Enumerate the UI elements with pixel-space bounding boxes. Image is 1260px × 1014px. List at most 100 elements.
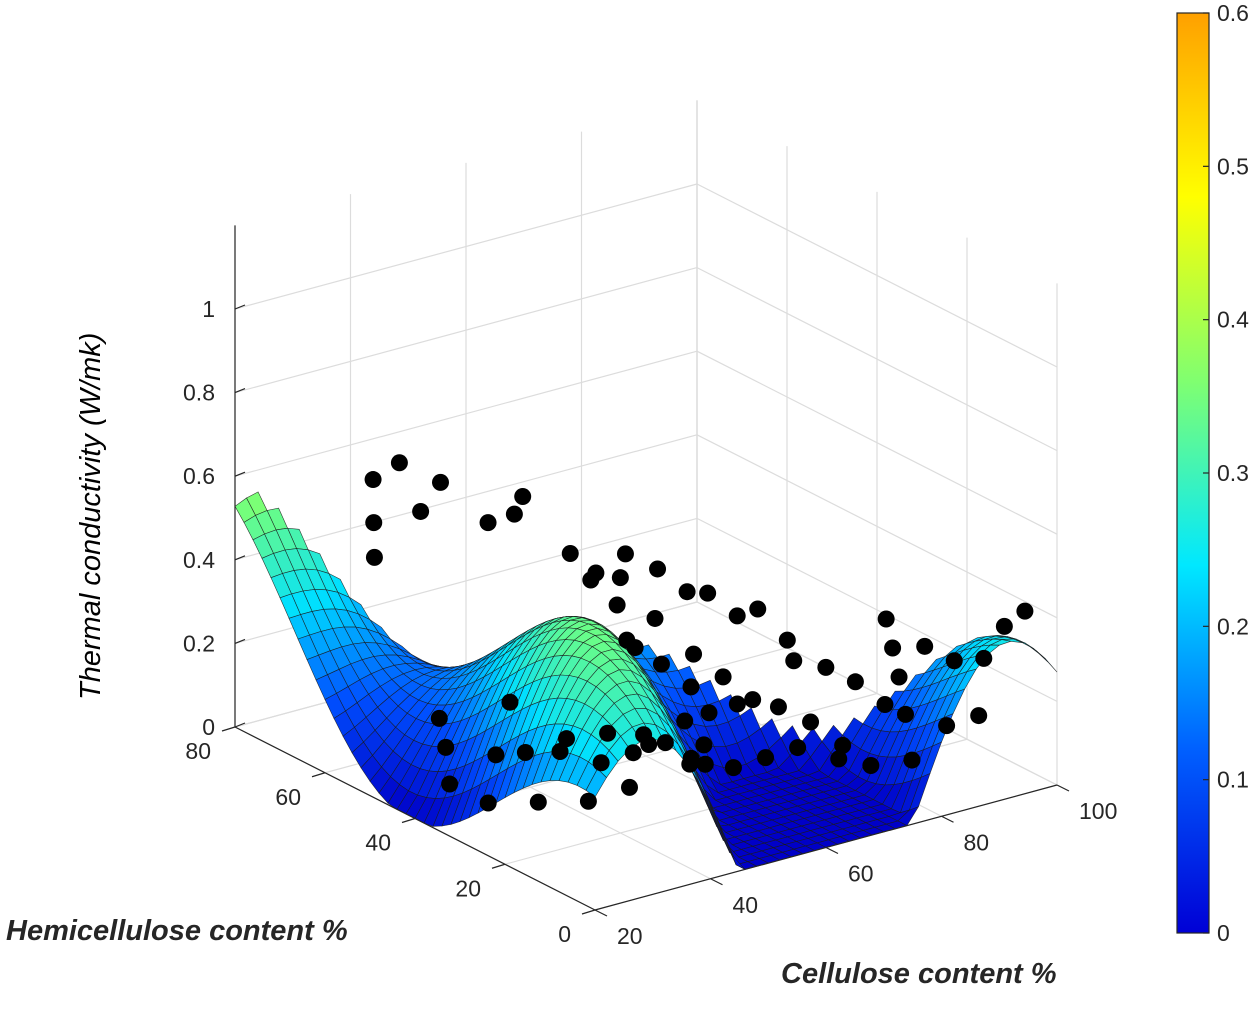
scatter-point (757, 749, 775, 767)
x-axis-ticks: 20 40 60 80 100 (594, 784, 1117, 949)
scatter-point (616, 545, 634, 563)
scatter-point (437, 738, 455, 756)
scatter-point (695, 736, 713, 754)
scatter-point (364, 471, 382, 489)
y-tick-label: 80 (185, 738, 211, 764)
scatter-point (938, 717, 956, 735)
scatter-point (682, 749, 700, 767)
scatter-point (561, 544, 579, 562)
scatter-point (846, 673, 864, 691)
axis-lines (234, 225, 1058, 911)
scatter-point (514, 488, 532, 505)
scatter-point (778, 631, 796, 649)
scatter-point (479, 514, 497, 532)
scatter-point (608, 596, 626, 614)
scatter-point (975, 649, 993, 667)
scatter-point (916, 637, 934, 655)
scatter-point (862, 757, 880, 775)
z-tick-label: 1 (202, 296, 215, 322)
wall-gridline (696, 601, 1058, 786)
z-tick-label: 0.8 (183, 380, 215, 406)
z-tick-label: 0.4 (183, 547, 215, 573)
x-tick-mark (1056, 784, 1070, 792)
colorbar-tick-label: 0.1 (1217, 767, 1249, 793)
x-tick-label: 20 (617, 923, 643, 949)
scatter-point (876, 696, 894, 714)
z-axis-ticks: 0 0.2 0.4 0.6 0.8 1 (183, 296, 246, 740)
scatter-point (995, 617, 1013, 635)
scatter-point (678, 583, 696, 601)
scatter-point (728, 695, 746, 713)
y-tick-mark (401, 817, 416, 824)
scatter-point (970, 707, 988, 725)
scatter-point (618, 631, 636, 649)
scatter-point (551, 742, 569, 760)
axes-grid (234, 100, 1058, 911)
colorbar-tick-label: 0.4 (1217, 307, 1249, 333)
x-tick-label: 40 (733, 892, 759, 918)
scatter-point (587, 564, 605, 582)
scatter-point (696, 755, 714, 773)
scatter-point (769, 698, 787, 716)
scatter-point (744, 691, 762, 709)
scatter-point (1016, 602, 1034, 620)
scatter-point (789, 739, 807, 757)
scatter-point (487, 746, 505, 764)
y-tick-mark (581, 909, 596, 915)
scatter-point (479, 794, 497, 812)
x-tick-mark (825, 846, 839, 855)
scatter-point (412, 502, 430, 520)
wall-gridline (234, 183, 698, 310)
x-tick-mark (594, 909, 608, 917)
scatter-point (699, 584, 717, 602)
z-tick-mark (234, 304, 246, 310)
scatter-point (724, 759, 742, 777)
x-tick-mark (941, 815, 954, 823)
scatter-point (652, 655, 670, 673)
wall-gridline (696, 434, 1058, 619)
colorbar-tick-label: 0.3 (1217, 460, 1249, 486)
scatter-point (432, 473, 449, 491)
wall-gridline (696, 183, 1058, 368)
scatter-point (621, 778, 638, 796)
z-tick-mark (234, 722, 246, 728)
y-axis-label: Hemicellulose content % (6, 915, 348, 947)
scatter-point (624, 744, 642, 762)
scatter-point (611, 569, 629, 587)
scatter-point (785, 652, 803, 670)
colorbar-ticks: 0 0.1 0.2 0.3 0.4 0.5 0.6 (1203, 0, 1249, 946)
scatter-point (592, 754, 610, 772)
scatter-point (945, 652, 963, 670)
scatter-point (897, 705, 914, 723)
scatter-point (365, 514, 383, 532)
scatter-point (390, 454, 408, 472)
scatter-point (365, 548, 383, 566)
scatter-point (877, 610, 895, 628)
scatter-point (749, 600, 767, 618)
z-tick-label: 0 (202, 714, 215, 740)
scatter-point (700, 704, 718, 722)
scatter-point (441, 775, 459, 793)
z-tick-mark (234, 388, 246, 394)
wall-gridline (234, 350, 698, 477)
z-axis-label: Thermal conductivity (W/mk) (75, 333, 107, 700)
colorbar-tick-label: 0 (1217, 920, 1230, 946)
scatter-point (635, 726, 653, 744)
z-tick-mark (234, 471, 246, 477)
scatter-point (656, 734, 674, 752)
scatter-point (890, 668, 908, 686)
z-tick-mark (234, 555, 246, 561)
scatter-points (364, 454, 1034, 812)
scatter-point (599, 724, 617, 742)
wall-gridline (234, 434, 698, 561)
z-tick-label: 0.6 (183, 463, 215, 489)
scatter-point (558, 730, 575, 748)
y-tick-label: 0 (558, 921, 571, 947)
z-tick-label: 0.2 (183, 630, 215, 656)
y-tick-label: 60 (275, 784, 301, 810)
scatter-point (646, 609, 664, 627)
scatter-point (728, 607, 746, 625)
y-tick-mark (221, 726, 236, 732)
scatter-point (505, 505, 523, 523)
